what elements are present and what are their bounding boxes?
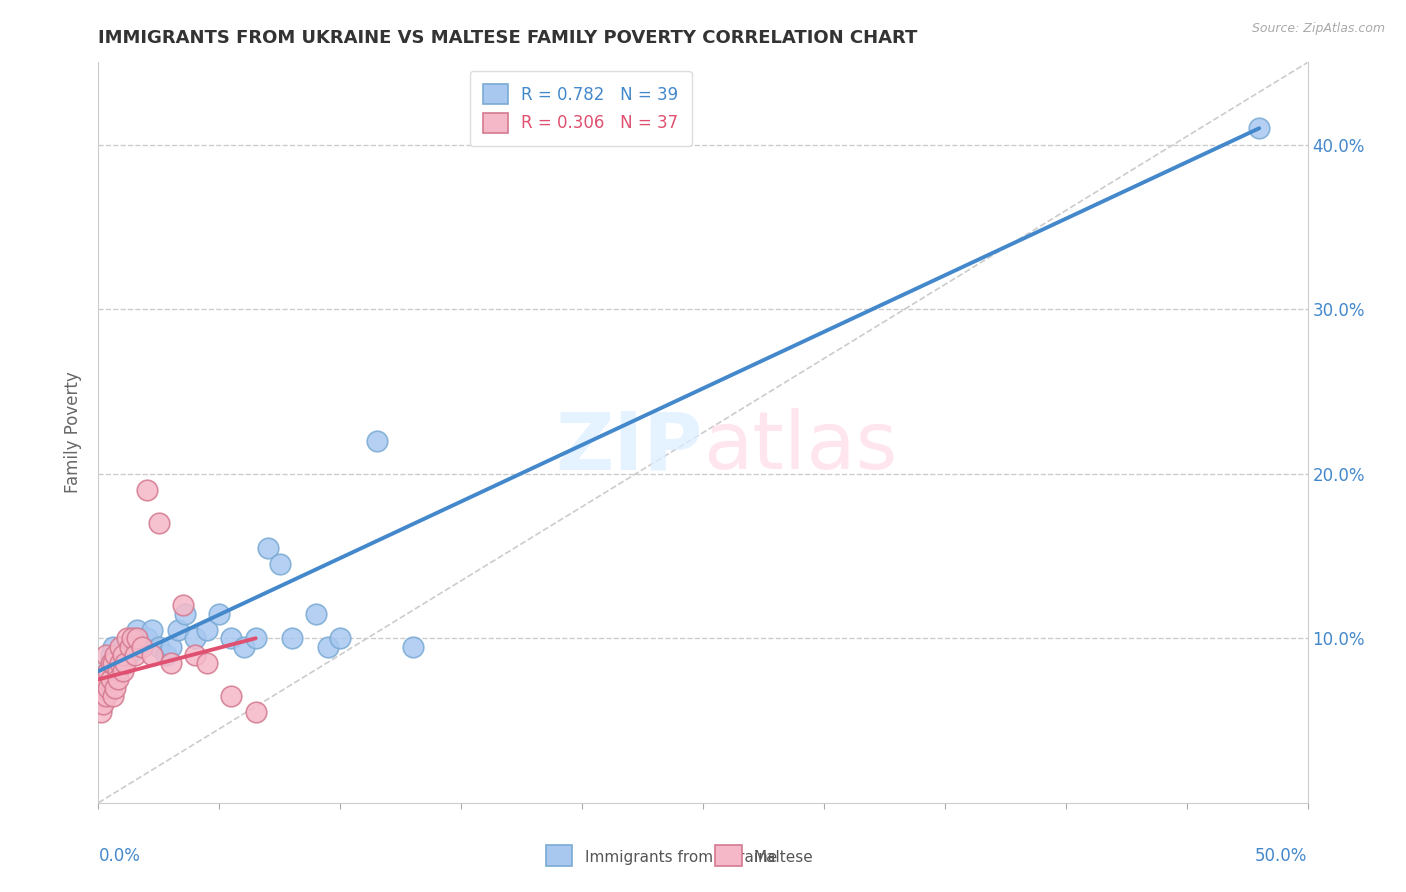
Text: 0.0%: 0.0%: [98, 847, 141, 865]
Point: [172, 599, 194, 613]
Point: [124, 648, 146, 662]
Point: [167, 623, 190, 637]
Point: [100, 648, 122, 662]
Point: [94, 673, 117, 687]
Point: [91, 697, 114, 711]
FancyBboxPatch shape: [546, 845, 572, 866]
Point: [245, 632, 267, 646]
Point: [221, 689, 243, 703]
Point: [148, 516, 170, 530]
Point: [100, 656, 122, 670]
Point: [245, 706, 267, 720]
Point: [107, 656, 129, 670]
Point: [108, 648, 131, 662]
Y-axis label: Family Poverty: Family Poverty: [65, 372, 83, 493]
Text: atlas: atlas: [703, 409, 897, 486]
Point: [195, 656, 218, 670]
Point: [101, 656, 124, 670]
Point: [329, 632, 352, 646]
Point: [155, 648, 177, 662]
Text: IMMIGRANTS FROM UKRAINE VS MALTESE FAMILY POVERTY CORRELATION CHART: IMMIGRANTS FROM UKRAINE VS MALTESE FAMIL…: [98, 29, 918, 47]
Text: Source: ZipAtlas.com: Source: ZipAtlas.com: [1251, 22, 1385, 36]
Point: [121, 632, 143, 646]
Point: [97, 681, 120, 695]
Point: [184, 632, 207, 646]
Text: ZIP: ZIP: [555, 409, 703, 486]
Point: [107, 664, 129, 678]
Point: [124, 632, 146, 646]
Point: [118, 640, 141, 654]
Point: [111, 664, 134, 678]
Point: [104, 648, 127, 662]
Point: [91, 681, 114, 695]
Point: [160, 640, 183, 654]
Point: [316, 640, 339, 654]
Point: [366, 434, 388, 448]
Point: [127, 623, 149, 637]
Point: [107, 673, 129, 687]
Text: Maltese: Maltese: [754, 850, 814, 865]
Point: [108, 640, 131, 654]
Point: [97, 664, 120, 678]
Point: [281, 632, 304, 646]
Point: [305, 607, 328, 621]
Point: [108, 656, 131, 670]
Point: [114, 656, 136, 670]
Point: [131, 640, 153, 654]
Point: [221, 632, 243, 646]
Point: [208, 607, 231, 621]
Point: [184, 648, 207, 662]
Point: [111, 648, 134, 662]
Text: 50.0%: 50.0%: [1256, 847, 1308, 865]
Point: [131, 640, 153, 654]
Point: [101, 656, 124, 670]
Point: [104, 648, 127, 662]
Point: [121, 644, 143, 658]
Point: [100, 673, 122, 687]
Text: Immigrants from Ukraine: Immigrants from Ukraine: [585, 850, 776, 865]
Point: [117, 632, 139, 646]
Point: [148, 640, 170, 654]
Point: [101, 640, 124, 654]
Point: [100, 656, 122, 670]
Point: [94, 648, 117, 662]
Point: [114, 644, 136, 658]
Point: [90, 706, 112, 720]
Point: [160, 656, 183, 670]
Point: [141, 648, 163, 662]
Point: [135, 483, 157, 498]
Point: [97, 664, 120, 678]
Point: [94, 689, 117, 703]
Point: [90, 689, 112, 703]
FancyBboxPatch shape: [716, 845, 742, 866]
Point: [111, 640, 134, 654]
Legend: R = 0.782   N = 39, R = 0.306   N = 37: R = 0.782 N = 39, R = 0.306 N = 37: [470, 70, 692, 146]
Point: [195, 623, 218, 637]
Point: [402, 640, 425, 654]
Point: [1249, 121, 1271, 136]
Point: [232, 640, 254, 654]
Point: [118, 640, 141, 654]
Point: [101, 689, 124, 703]
Point: [127, 632, 149, 646]
Point: [269, 558, 291, 572]
Point: [117, 651, 139, 665]
Point: [135, 632, 157, 646]
Point: [256, 541, 278, 555]
Point: [141, 623, 163, 637]
Point: [174, 607, 197, 621]
Point: [94, 673, 117, 687]
Point: [104, 681, 127, 695]
